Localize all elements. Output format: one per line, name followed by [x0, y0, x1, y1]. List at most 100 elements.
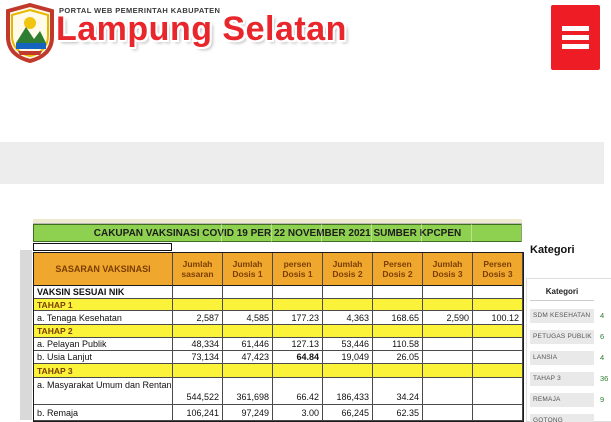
column-header-line1: Jumlah: [332, 259, 363, 269]
cell: [423, 378, 473, 405]
column-header-line1: Persen: [483, 259, 512, 269]
row-label-tahap: TAHAP 3: [34, 364, 173, 378]
column-header-line2: Dosis 3: [482, 269, 513, 279]
cell: [223, 364, 273, 378]
cell: [273, 286, 323, 299]
cell: [473, 338, 523, 351]
cell: [173, 299, 223, 311]
cell: 177.23: [273, 311, 323, 325]
cell: 4,363: [323, 311, 373, 325]
cell: 66,245: [323, 405, 373, 421]
kategori-table-header: Kategori: [530, 281, 594, 301]
cell: [373, 364, 423, 378]
cell: 66.42: [273, 378, 323, 405]
kategori-row-label: GOTONG: [530, 413, 594, 422]
selected-cell-outline: [33, 243, 172, 251]
column-header: persen Dosis 1: [273, 253, 323, 286]
table-title-bar: CAKUPAN VAKSINASI COVID 19 PER 22 NOVEMB…: [33, 224, 522, 242]
kategori-panel-title: Kategori: [530, 244, 575, 256]
cell: [173, 325, 223, 338]
row-label: a. Tenaga Kesehatan: [34, 311, 173, 325]
cell: 110.58: [373, 338, 423, 351]
column-header-line2: Dosis 1: [282, 269, 313, 279]
row-label-tahap: TAHAP 1: [34, 299, 173, 311]
cell: [273, 364, 323, 378]
cell: 62.35: [373, 405, 423, 421]
cell: 19,049: [323, 351, 373, 364]
kategori-row-label: LANSIA: [530, 350, 594, 365]
column-header-sasaran: SASARAN VAKSINASI: [34, 253, 173, 286]
hamburger-icon: [562, 35, 589, 40]
column-header-line1: persen: [283, 259, 312, 269]
cell: 53,446: [323, 338, 373, 351]
row-label: b. Usia Lanjut: [34, 351, 173, 364]
cell: 97,249: [223, 405, 273, 421]
kategori-row-label: TAHAP 3: [530, 371, 594, 386]
column-header: Jumlah Dosis 2: [323, 253, 373, 286]
cell: [423, 405, 473, 421]
column-header: Jumlah Dosis 3: [423, 253, 473, 286]
kategori-row-label: REMAJA: [530, 392, 594, 407]
hamburger-menu-button[interactable]: [551, 5, 600, 70]
cell: [373, 286, 423, 299]
cell: [273, 299, 323, 311]
kategori-row: TAHAP 3 36: [530, 368, 611, 389]
column-header: Persen Dosis 2: [373, 253, 423, 286]
cell: 168.65: [373, 311, 423, 325]
cell: [473, 286, 523, 299]
column-header: Jumlah sasaran: [173, 253, 223, 286]
cell: 2,587: [173, 311, 223, 325]
kategori-row-label: PETUGAS PUBLIK: [530, 329, 594, 344]
kategori-row-value: 4: [600, 311, 605, 320]
kategori-row: LANSIA 4: [530, 347, 611, 368]
cell: 106,241: [173, 405, 223, 421]
cell: 26.05: [373, 351, 423, 364]
cell: 73,134: [173, 351, 223, 364]
column-header-line2: sasaran: [181, 269, 214, 279]
row-label: b. Remaja: [34, 405, 173, 421]
site-brand-title[interactable]: Lampung Selatan: [56, 10, 347, 48]
portal-subtitle: PORTAL WEB PEMERINTAH KABUPATEN: [59, 6, 221, 15]
cell: [373, 299, 423, 311]
cell: [273, 325, 323, 338]
cell: [173, 364, 223, 378]
cell: [473, 299, 523, 311]
sheet-blank-row: [33, 242, 522, 252]
cell: [323, 325, 373, 338]
sheet-left-margin: [20, 250, 32, 420]
content-divider-band: [0, 142, 604, 184]
cell: 61,446: [223, 338, 273, 351]
cell: 48,334: [173, 338, 223, 351]
row-label: VAKSIN SESUAI NIK: [34, 286, 173, 299]
cell: 34.24: [373, 378, 423, 405]
kategori-row: SDM KESEHATAN 4: [530, 305, 611, 326]
cell: [323, 364, 373, 378]
column-header-line2: Dosis 1: [232, 269, 263, 279]
column-header-line2: Dosis 3: [432, 269, 463, 279]
cell: 47,423: [223, 351, 273, 364]
kategori-row: REMAJA 9: [530, 389, 611, 410]
cell: 100.12: [473, 311, 523, 325]
kategori-row-value: 36: [600, 374, 609, 383]
row-label: a. Masyarakat Umum dan Rentan: [34, 378, 173, 405]
column-header-line1: Jumlah: [432, 259, 463, 269]
cell: 4,585: [223, 311, 273, 325]
sheet-top-partial-row: [33, 219, 522, 224]
kategori-row: GOTONG: [530, 410, 611, 422]
kategori-row-value: 4: [600, 353, 605, 362]
cell: [423, 286, 473, 299]
cell: 2,590: [423, 311, 473, 325]
cell: [373, 325, 423, 338]
cell: [323, 286, 373, 299]
kabupaten-crest-logo[interactable]: [4, 3, 56, 63]
cell: [423, 325, 473, 338]
cell: [423, 364, 473, 378]
cell: [173, 286, 223, 299]
row-label-tahap: TAHAP 2: [34, 325, 173, 338]
cell: [223, 325, 273, 338]
cell: [423, 338, 473, 351]
kategori-row-value: 9: [600, 395, 605, 404]
column-header: Persen Dosis 3: [473, 253, 523, 286]
cell: 544,522: [173, 378, 223, 405]
